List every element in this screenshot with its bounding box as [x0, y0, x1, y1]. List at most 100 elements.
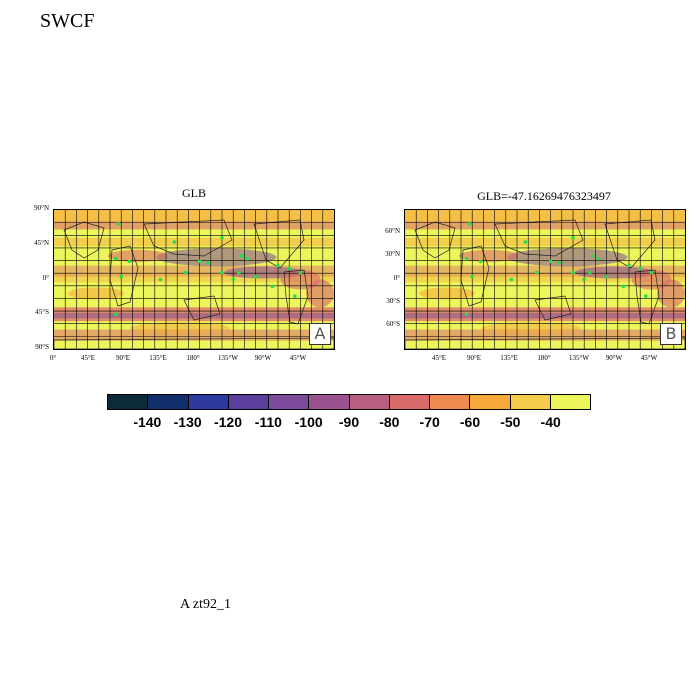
station-marker — [119, 274, 123, 279]
station-marker — [588, 270, 592, 275]
station-marker — [627, 263, 631, 268]
station-marker — [231, 277, 235, 282]
lat-tick-label: 45°S — [35, 308, 49, 317]
station-marker — [644, 294, 648, 298]
colorbar-label: -110 — [254, 414, 282, 430]
panel-a-title: GLB — [182, 186, 206, 200]
lon-tick-label: 135°E — [500, 354, 518, 362]
colorbar-label: -50 — [500, 414, 521, 430]
lat-tick-label: 60°S — [386, 319, 400, 328]
station-marker — [293, 294, 297, 298]
colorbar-label: -100 — [294, 414, 323, 430]
panel-a-field — [54, 210, 334, 349]
lon-tick-label: 135°E — [149, 354, 167, 362]
colorbar-swatch — [470, 395, 511, 409]
lon-tick-label: 45°W — [289, 354, 307, 362]
figure-title: SWCF — [40, 10, 95, 32]
lat-tick-label: 30°S — [386, 296, 400, 305]
station-marker — [113, 256, 118, 261]
station-marker — [276, 263, 280, 268]
colorbar-label: -140 — [133, 414, 162, 430]
station-marker — [127, 259, 132, 264]
colorbar-label: -130 — [173, 414, 202, 430]
station-marker — [596, 256, 600, 261]
station-marker — [113, 312, 118, 317]
lon-tick-label: 90°W — [254, 354, 272, 362]
colorbar-swatch — [309, 395, 350, 409]
station-marker — [638, 266, 642, 271]
station-marker — [287, 266, 291, 271]
station-marker — [270, 284, 275, 289]
station-marker — [571, 270, 575, 275]
lon-tick-label: 90°E — [115, 354, 131, 362]
station-marker — [467, 222, 472, 226]
station-marker — [197, 259, 202, 264]
colorbar-label: -60 — [459, 414, 481, 430]
colorbar-swatch — [510, 395, 551, 409]
lon-tick-label: 180° — [537, 354, 551, 362]
station-marker — [183, 270, 188, 275]
station-marker — [172, 240, 177, 244]
panel-b-title: GLB=-47.16269476323497 — [477, 189, 611, 203]
lon-tick-label: 45°E — [431, 354, 447, 362]
station-marker — [470, 274, 474, 279]
station-marker — [253, 274, 258, 279]
lon-tick-label: 180° — [186, 354, 200, 362]
colorbar-swatch — [269, 395, 310, 409]
colorbar-swatch — [148, 395, 189, 409]
lon-tick-label: 90°E — [466, 354, 482, 362]
station-marker — [220, 236, 224, 240]
panel-b-map — [404, 209, 686, 350]
station-marker — [464, 312, 469, 317]
colorbar-swatch — [550, 395, 590, 409]
colorbar-label: -90 — [338, 414, 360, 430]
station-marker — [206, 261, 210, 265]
panel-b-tag: B — [660, 323, 682, 345]
station-marker — [478, 259, 483, 264]
panel-a-tag: A — [309, 323, 331, 345]
station-marker — [534, 270, 539, 275]
lat-tick-label: 45°N — [34, 238, 49, 247]
lat-tick-label: 0° — [393, 273, 400, 282]
station-marker — [464, 256, 469, 261]
lat-tick-label: 90°N — [34, 204, 49, 212]
colorbar-label: -120 — [213, 414, 243, 430]
station-marker — [237, 270, 241, 275]
station-marker — [158, 277, 163, 282]
lat-tick-label: 60°N — [385, 227, 400, 236]
station-marker — [509, 277, 514, 282]
station-marker — [548, 259, 553, 264]
station-marker — [523, 240, 528, 244]
colorbar — [107, 394, 591, 410]
station-marker — [590, 254, 595, 258]
colorbar-label: -40 — [540, 414, 561, 430]
panel-b-field — [405, 210, 685, 349]
station-marker — [220, 270, 224, 275]
station-marker — [649, 270, 654, 275]
station-marker — [298, 270, 303, 275]
station-marker — [621, 284, 626, 289]
colorbar-swatch — [188, 395, 229, 409]
colorbar-swatch — [389, 395, 430, 409]
lon-tick-label: 135°W — [218, 354, 238, 362]
lat-tick-label: 30°N — [385, 250, 400, 259]
colorbar-swatch — [228, 395, 269, 409]
station-marker — [116, 222, 121, 226]
station-marker — [604, 274, 609, 279]
station-marker — [582, 277, 586, 282]
station-marker — [239, 254, 244, 258]
lon-tick-label: 45°W — [640, 354, 658, 362]
lon-tick-label: 0° — [49, 354, 57, 362]
lon-tick-label: 45°E — [80, 354, 96, 362]
panel-a-map — [53, 209, 335, 350]
station-marker — [245, 256, 249, 261]
lat-tick-label: 0° — [42, 273, 49, 282]
lon-tick-label: 90°W — [605, 354, 623, 362]
colorbar-label: -70 — [419, 414, 440, 430]
colorbar-label: -80 — [379, 414, 400, 430]
colorbar-swatch — [349, 395, 390, 409]
lat-tick-label: 90°S — [35, 343, 49, 351]
colorbar-swatch — [430, 395, 471, 409]
colorbar-swatch — [108, 395, 149, 409]
station-marker — [557, 261, 561, 265]
